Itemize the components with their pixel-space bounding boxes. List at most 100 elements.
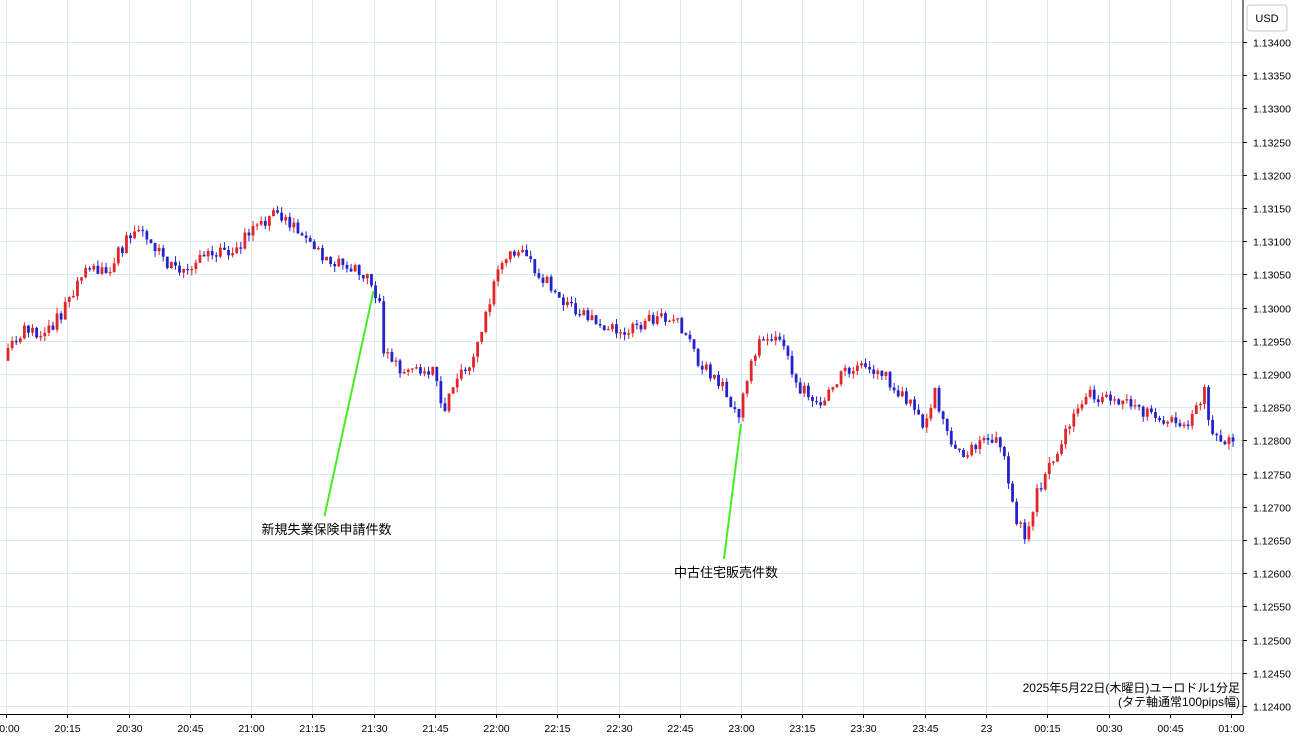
candle-down bbox=[161, 244, 165, 262]
candle-body bbox=[1117, 399, 1121, 405]
candle-up bbox=[966, 451, 970, 460]
candle-body bbox=[231, 253, 235, 256]
candle-body bbox=[1178, 423, 1182, 427]
candle-up bbox=[402, 368, 406, 375]
candle-body bbox=[325, 256, 328, 261]
candle-up bbox=[1190, 409, 1194, 430]
candle-body bbox=[182, 268, 186, 273]
annotation-label: 新規失業保険申請件数 bbox=[261, 522, 391, 537]
candle-down bbox=[1162, 415, 1166, 426]
price-tick-label: 1.12800 bbox=[1253, 436, 1291, 448]
candle-up bbox=[468, 366, 471, 376]
candle-up bbox=[802, 382, 806, 397]
candle-up bbox=[108, 267, 112, 277]
candle-down bbox=[35, 326, 39, 340]
time-tick-label: 21:45 bbox=[422, 723, 448, 735]
candle-body bbox=[1198, 403, 1202, 406]
candle-body bbox=[206, 250, 210, 257]
candle-up bbox=[206, 248, 210, 262]
time-tick-label: 20:45 bbox=[177, 723, 203, 735]
time-tick-label: 21:00 bbox=[238, 723, 264, 735]
candle-up bbox=[1194, 402, 1198, 415]
candle-down bbox=[263, 216, 267, 230]
candle-body bbox=[925, 418, 929, 428]
candle-down bbox=[896, 385, 900, 398]
candle-body bbox=[55, 313, 59, 330]
candle-up bbox=[365, 273, 369, 285]
time-tick-label: 22:45 bbox=[667, 723, 693, 735]
candle-body bbox=[561, 297, 565, 306]
candle-down bbox=[574, 297, 578, 317]
candle-body bbox=[794, 374, 798, 383]
candle-body bbox=[312, 241, 316, 250]
candle-body bbox=[431, 366, 435, 375]
candle-body bbox=[582, 310, 586, 316]
candle-body bbox=[96, 265, 100, 274]
candle-body bbox=[247, 232, 251, 236]
candle-down bbox=[651, 312, 655, 326]
candle-body bbox=[913, 399, 916, 410]
time-tick-label: 00:45 bbox=[1157, 723, 1183, 735]
candle-body bbox=[557, 292, 561, 298]
candle-body bbox=[680, 318, 684, 334]
candle-body bbox=[1043, 473, 1047, 490]
candle-body bbox=[1092, 389, 1096, 400]
candle-body bbox=[378, 297, 382, 302]
candle-down bbox=[533, 258, 537, 277]
candle-body bbox=[31, 327, 34, 333]
candle-down bbox=[553, 289, 557, 294]
candle-body bbox=[570, 301, 573, 304]
candle-up bbox=[619, 329, 622, 339]
time-tick-label: 20:15 bbox=[54, 723, 80, 735]
candle-up bbox=[655, 311, 659, 326]
chart-title-block: 2025年5月22日(木曜日)ユーロドル1分足 (タテ軸通常100pips幅) bbox=[1023, 681, 1240, 709]
candle-body bbox=[721, 381, 725, 387]
candle-up bbox=[631, 321, 635, 338]
candle-up bbox=[1019, 520, 1023, 528]
candle-body bbox=[71, 295, 75, 298]
candle-up bbox=[190, 266, 194, 276]
time-tick-label: 21:30 bbox=[361, 723, 387, 735]
candle-down bbox=[1178, 419, 1182, 428]
candle-up bbox=[1100, 392, 1104, 405]
candle-up bbox=[1088, 385, 1092, 399]
candle-up bbox=[749, 358, 753, 384]
candle-body bbox=[157, 248, 161, 252]
candle-down bbox=[1137, 404, 1141, 411]
candle-down bbox=[214, 252, 218, 263]
candle-up bbox=[410, 368, 414, 373]
candle-down bbox=[1211, 415, 1215, 436]
candle-down bbox=[145, 229, 149, 245]
candle-body bbox=[108, 271, 112, 274]
candle-down bbox=[14, 335, 18, 346]
candle-up bbox=[668, 319, 671, 323]
candle-down bbox=[174, 256, 177, 270]
time-tick-labels: 20:00 20:15 20:30 20:45 21:00 21:15 21:30 21:45… bbox=[0, 714, 1245, 735]
candle-body bbox=[345, 264, 349, 269]
candle-body bbox=[500, 263, 504, 270]
candle-body bbox=[741, 393, 745, 418]
candle-up bbox=[1125, 394, 1129, 404]
candle-body bbox=[43, 332, 47, 337]
candle-body bbox=[178, 265, 181, 273]
candle-down bbox=[96, 260, 100, 275]
candle-down bbox=[1092, 385, 1096, 403]
candle-body bbox=[529, 256, 533, 260]
candle-up bbox=[1072, 408, 1076, 432]
candle-up bbox=[71, 289, 75, 299]
candle-down bbox=[998, 436, 1002, 453]
candle-up bbox=[1068, 424, 1072, 435]
candle-down bbox=[223, 242, 226, 251]
currency-badge[interactable] bbox=[1246, 4, 1288, 32]
candle-down bbox=[537, 268, 541, 280]
candle-up bbox=[1145, 406, 1149, 421]
candle-body bbox=[945, 419, 949, 431]
candle-up bbox=[472, 353, 475, 372]
candle-body bbox=[439, 381, 443, 404]
candle-body bbox=[1215, 433, 1219, 436]
candle-body bbox=[929, 407, 933, 419]
candle-up bbox=[255, 222, 259, 231]
candle-up bbox=[753, 353, 757, 366]
candle-up bbox=[325, 256, 328, 261]
candle-up bbox=[851, 366, 855, 379]
